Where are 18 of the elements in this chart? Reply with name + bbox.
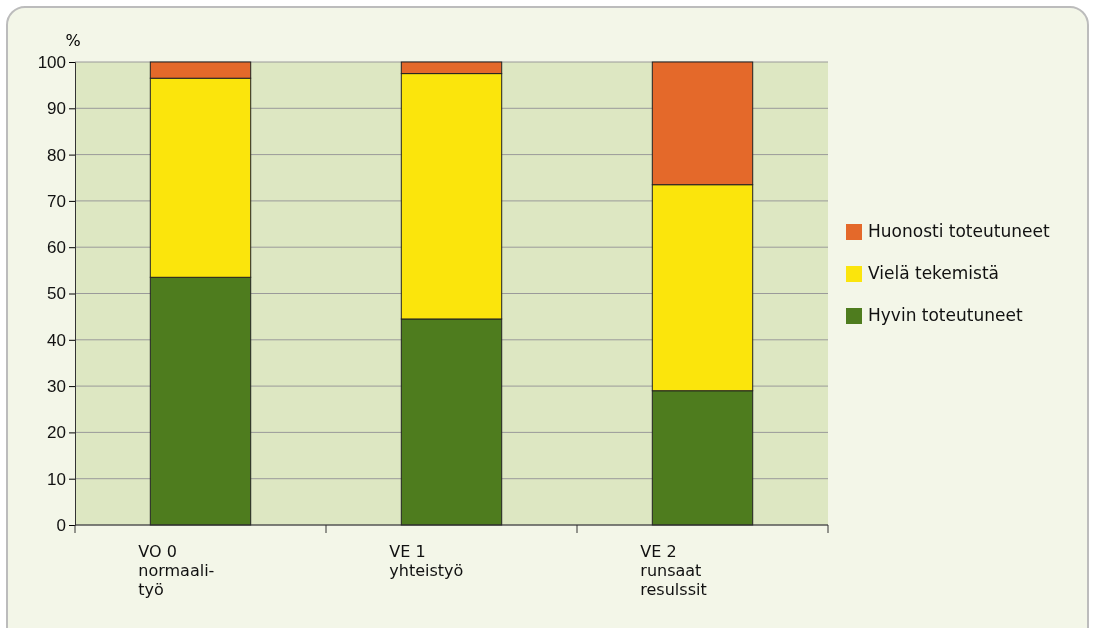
x-tick-label: VE 1 yhteistyö [389,542,464,580]
y-tick-label: 40 [47,330,66,350]
y-tick-label: 100 [37,52,66,72]
y-axis-title: % [65,31,81,50]
y-tick-label: 70 [47,191,66,211]
y-tick-label: 60 [47,238,66,258]
x-tick-label: VO 0 normaali- työ [138,542,215,599]
y-tick-label: 20 [47,423,66,443]
y-tick-label: 80 [47,145,66,165]
legend-label: Hyvin toteutuneet [868,305,1023,325]
y-tick-label: 10 [47,469,66,489]
x-tick-label: VE 2 runsaat resulssit [640,542,707,599]
y-tick-label: 0 [56,515,66,535]
y-tick-label: 30 [47,377,66,397]
legend-label: Vielä tekemistä [868,263,1000,283]
y-tick-label: 90 [47,99,66,119]
legend-label: Huonosti toteutuneet [868,221,1050,241]
y-tick-label: 50 [47,284,66,304]
